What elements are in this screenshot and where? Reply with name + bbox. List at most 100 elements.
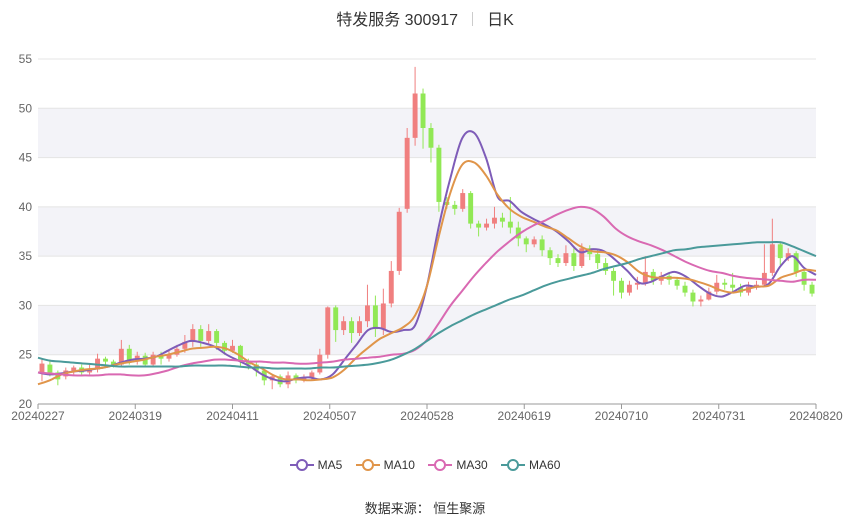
candle-body	[674, 279, 680, 286]
ma60-line	[37, 241, 817, 370]
candle-body	[492, 217, 497, 224]
legend-ma30-label: MA30	[456, 458, 488, 472]
candle-body	[515, 227, 521, 239]
candle-body	[349, 321, 355, 334]
candle-body	[206, 331, 212, 341]
x-tick-label: 20240227	[11, 409, 65, 423]
candle-body	[539, 239, 545, 251]
legend-item-ma30[interactable]: MA30	[428, 458, 488, 472]
candle-body	[47, 364, 53, 373]
y-tick-label: 45	[19, 151, 33, 165]
candle-body	[753, 284, 759, 287]
candle-body	[436, 147, 442, 202]
grid-band	[38, 206, 816, 257]
candle-body	[214, 331, 220, 343]
title-separator	[472, 12, 474, 26]
candle-body	[301, 377, 307, 381]
candle-body	[809, 284, 815, 294]
y-tick-label: 50	[19, 101, 33, 115]
candle-body	[230, 345, 235, 351]
candle-body	[380, 303, 386, 330]
candle-body	[325, 307, 331, 355]
candle-body	[642, 271, 648, 283]
legend-ma60-marker	[501, 458, 526, 472]
candle-body	[150, 354, 156, 365]
candle-body	[722, 282, 728, 285]
y-tick-label: 20	[19, 397, 33, 411]
candle-body	[182, 341, 188, 349]
candle-body	[71, 367, 77, 371]
candle-body	[237, 345, 243, 361]
candle-body	[507, 221, 513, 228]
candle-body	[404, 137, 410, 209]
x-tick-label: 20240619	[498, 409, 552, 423]
candle-body	[626, 284, 632, 293]
candle-body	[531, 239, 537, 245]
y-tick-label: 25	[19, 348, 33, 362]
legend-ma60-label: MA60	[529, 458, 561, 472]
chart-title: 特发服务 300917 日K	[0, 6, 850, 30]
y-tick-label: 35	[19, 249, 33, 263]
data-source: 数据来源： 恒生聚源	[364, 501, 486, 516]
candle-body	[460, 193, 466, 209]
candle-body	[785, 253, 791, 259]
candle-body	[499, 217, 505, 222]
candle-body	[563, 253, 569, 264]
legend-item-ma5[interactable]: MA5	[289, 458, 343, 472]
y-tick-label: 30	[19, 298, 33, 312]
candle-body	[793, 253, 799, 272]
candle-body	[364, 305, 370, 322]
candle-body	[595, 254, 601, 264]
candle-body	[777, 244, 783, 259]
candle-body	[476, 223, 482, 228]
legend-ma5-label: MA5	[317, 458, 343, 472]
candle-body	[110, 361, 116, 365]
candle-body	[714, 282, 720, 292]
candle-body	[357, 321, 362, 334]
period-label: 日K	[487, 12, 514, 29]
candle-body	[190, 329, 196, 342]
candle-body	[698, 299, 704, 302]
y-tick-label: 55	[19, 52, 33, 66]
x-tick-label: 20240319	[109, 409, 163, 423]
grid-band	[38, 108, 816, 158]
candle-body	[452, 204, 458, 209]
candle-body	[769, 244, 775, 273]
candle-body	[412, 93, 418, 138]
stock-name: 特发服务 300917	[336, 12, 459, 29]
candle-body	[484, 223, 490, 228]
candle-body	[523, 238, 529, 245]
legend: MA5 MA10 MA30 MA60	[0, 458, 850, 475]
candle-body	[579, 248, 585, 266]
candle-body	[126, 348, 132, 362]
legend-item-ma60[interactable]: MA60	[501, 458, 560, 472]
x-tick-label: 20240820	[789, 409, 843, 423]
x-tick-label: 20240710	[595, 409, 649, 423]
candle-body	[634, 282, 640, 285]
candle-body	[87, 369, 93, 373]
candle-body	[222, 342, 228, 351]
candle-body	[396, 211, 402, 271]
candle-body	[103, 358, 108, 362]
candle-body	[690, 292, 696, 302]
ma10-line	[37, 159, 817, 386]
grid-band	[38, 305, 816, 355]
candle-body	[388, 270, 394, 304]
legend-ma30-marker	[428, 458, 453, 472]
candle-body	[706, 291, 712, 300]
y-tick-label: 40	[19, 200, 33, 214]
candlestick-chart: 20 25 30 35 40 45 50 55 20240227 20240319 20240411…	[11, 52, 843, 423]
candle-body	[420, 93, 426, 128]
candle-body	[801, 271, 807, 285]
candle-body	[619, 280, 624, 293]
candle-body	[309, 372, 315, 378]
legend-item-ma10[interactable]: MA10	[355, 458, 415, 472]
x-tick-label: 20240507	[303, 409, 357, 423]
candle-body	[372, 305, 378, 330]
candle-body	[166, 354, 172, 359]
x-tick-label: 20240731	[692, 409, 746, 423]
candle-body	[730, 284, 736, 288]
candle-body	[39, 363, 45, 373]
candle-body	[198, 329, 204, 341]
candle-body	[611, 270, 617, 281]
